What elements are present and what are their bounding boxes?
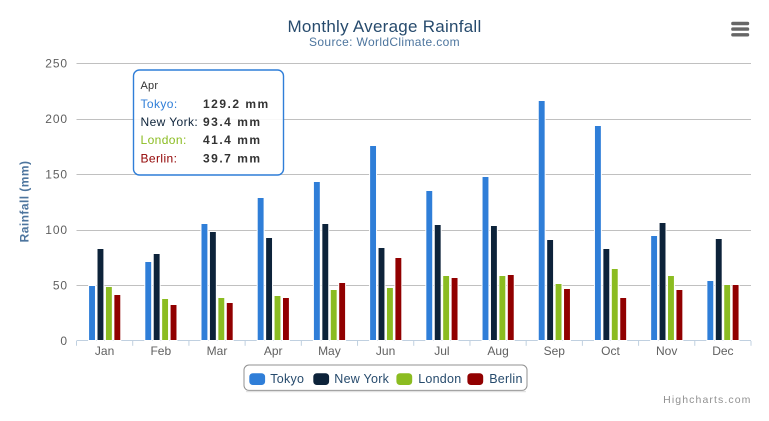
svg-text:100: 100: [45, 223, 68, 237]
svg-text:London:: London:: [141, 133, 187, 147]
svg-text:150: 150: [45, 167, 68, 181]
svg-text:Apr: Apr: [264, 344, 283, 358]
svg-text:200: 200: [45, 112, 68, 126]
svg-text:Tokyo: Tokyo: [270, 372, 304, 386]
svg-text:50: 50: [53, 278, 68, 292]
svg-text:Berlin: Berlin: [489, 372, 522, 386]
svg-text:250: 250: [45, 56, 68, 70]
svg-text:London: London: [418, 372, 461, 386]
svg-text:New York:: New York:: [141, 115, 199, 129]
svg-text:39.7 mm: 39.7 mm: [203, 151, 262, 165]
svg-text:Jul: Jul: [434, 344, 449, 358]
svg-text:Sep: Sep: [544, 344, 566, 358]
svg-text:Tokyo:: Tokyo:: [141, 97, 178, 111]
svg-text:Berlin:: Berlin:: [141, 151, 178, 165]
svg-text:Mar: Mar: [207, 344, 228, 358]
svg-text:Apr: Apr: [141, 80, 159, 92]
svg-text:Oct: Oct: [601, 344, 620, 358]
svg-text:0: 0: [60, 334, 68, 348]
svg-text:Dec: Dec: [712, 344, 733, 358]
svg-text:Nov: Nov: [656, 344, 677, 358]
svg-text:Feb: Feb: [150, 344, 171, 358]
svg-text:Jun: Jun: [376, 344, 395, 358]
svg-text:Aug: Aug: [487, 344, 508, 358]
svg-text:Highcharts.com: Highcharts.com: [663, 394, 751, 406]
svg-text:41.4 mm: 41.4 mm: [203, 133, 262, 147]
svg-text:129.2 mm: 129.2 mm: [203, 97, 270, 111]
svg-text:Rainfall (mm): Rainfall (mm): [18, 161, 32, 243]
svg-text:Jan: Jan: [95, 344, 114, 358]
svg-text:Monthly Average Rainfall: Monthly Average Rainfall: [288, 17, 482, 36]
svg-text:Source: WorldClimate.com: Source: WorldClimate.com: [309, 35, 460, 49]
svg-text:93.4 mm: 93.4 mm: [203, 115, 262, 129]
svg-text:New York: New York: [334, 372, 389, 386]
svg-text:May: May: [318, 344, 341, 358]
